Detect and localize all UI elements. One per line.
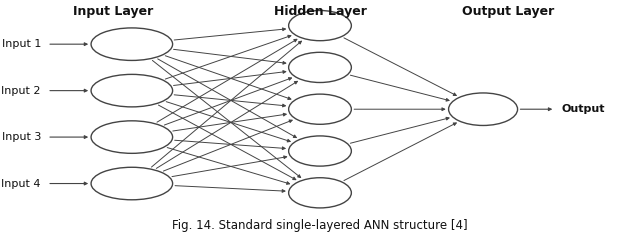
Ellipse shape [289,178,351,208]
Text: Hidden Layer: Hidden Layer [273,5,367,18]
Text: Fig. 14. Standard single-layered ANN structure [4]: Fig. 14. Standard single-layered ANN str… [172,219,468,232]
Ellipse shape [91,167,173,200]
Text: Input 3: Input 3 [1,132,41,142]
Text: Input 1: Input 1 [1,39,41,49]
Text: Output Layer: Output Layer [462,5,554,18]
Ellipse shape [289,10,351,41]
Ellipse shape [289,94,351,124]
Ellipse shape [289,136,351,166]
Text: Output: Output [561,104,605,114]
Ellipse shape [449,93,518,125]
Text: Input 4: Input 4 [1,178,41,188]
Ellipse shape [91,28,173,60]
Text: Input Layer: Input Layer [73,5,153,18]
Text: Input 2: Input 2 [1,86,41,96]
Ellipse shape [91,74,173,107]
Ellipse shape [289,52,351,82]
Ellipse shape [91,121,173,153]
